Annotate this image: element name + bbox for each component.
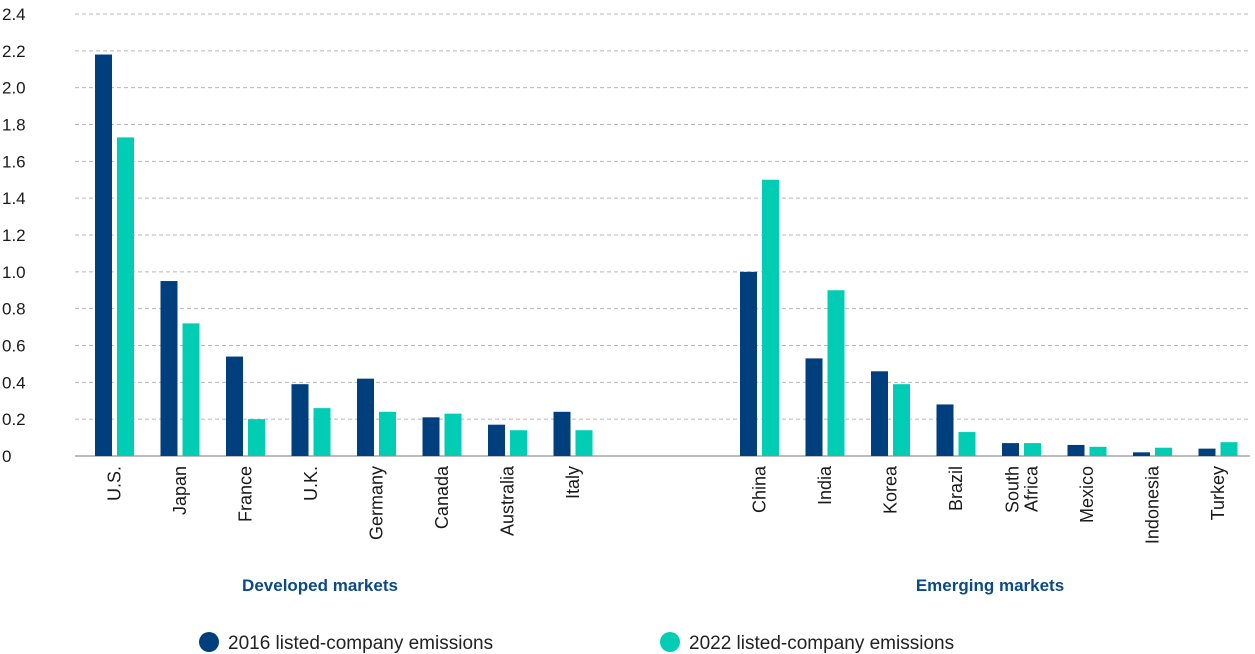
legend-swatch-2016 <box>199 632 219 652</box>
x-tick-label: China <box>750 465 770 513</box>
legend-swatch-2022 <box>660 632 680 652</box>
bar-australia-2016 <box>488 424 505 456</box>
bar-france-2016 <box>226 356 243 456</box>
bar-canada-2016 <box>422 417 440 456</box>
x-tick-label: Mexico <box>1077 466 1097 523</box>
bar-france-2022 <box>248 419 265 456</box>
legend: 2016 listed-company emissions 2022 liste… <box>199 632 954 654</box>
x-axis-ticks: U.S. Japan France U.K. Germany Canada Australi… <box>105 465 1229 544</box>
bar-germany-2022 <box>379 411 396 456</box>
y-tick-label: 1.4 <box>2 189 26 208</box>
bar-brazil-2016 <box>936 404 954 456</box>
bar-brazil-2022 <box>958 432 976 456</box>
bar-china-2016 <box>740 271 757 456</box>
x-tick-label: U.K. <box>301 466 321 501</box>
bar-india-2016 <box>805 358 823 456</box>
x-tick-label: France <box>236 466 256 522</box>
bar-japan-2016 <box>160 281 178 456</box>
bar-korea-2016 <box>871 371 888 456</box>
x-tick-label: Japan <box>170 466 190 515</box>
x-tick-label: Germany <box>367 466 387 540</box>
x-tick-label: U.S. <box>105 466 125 501</box>
bar-u-k--2022 <box>313 408 331 456</box>
x-tick-label: Indonesia <box>1143 465 1163 544</box>
y-axis-ticks: 0 0.2 0.4 0.6 0.8 1.0 1.2 1.4 1.6 1.8 2.0 2.2 2.4 <box>2 5 26 466</box>
bar-india-2022 <box>827 290 845 456</box>
y-tick-label: 0.2 <box>2 410 26 429</box>
x-tick-label: SouthAfrica <box>1003 465 1042 513</box>
x-tick-label: Turkey <box>1208 466 1228 520</box>
bar-canada-2022 <box>444 413 462 456</box>
bar-turkey-2016 <box>1198 448 1216 456</box>
bar-indonesia-2022 <box>1155 447 1172 456</box>
x-tick-label: Brazil <box>946 466 966 511</box>
bar-italy-2016 <box>553 411 571 456</box>
y-tick-label: 0 <box>2 447 11 466</box>
bar-australia-2022 <box>510 430 527 456</box>
y-tick-label: 0.6 <box>2 337 26 356</box>
y-tick-label: 1.6 <box>2 152 26 171</box>
y-tick-label: 1.2 <box>2 226 26 245</box>
bar-u-k--2016 <box>291 384 309 456</box>
bar-south-africa-2016 <box>1002 443 1019 456</box>
gridlines <box>75 13 1250 420</box>
bar-u-s--2022 <box>117 137 134 456</box>
y-tick-label: 2.0 <box>2 79 26 98</box>
x-tick-label: Canada <box>432 465 452 529</box>
bar-turkey-2022 <box>1220 442 1238 456</box>
bar-china-2022 <box>762 179 779 456</box>
bar-mexico-2016 <box>1067 444 1085 456</box>
x-tick-label: India <box>815 465 835 505</box>
y-tick-label: 2.4 <box>2 5 26 24</box>
group-label-developed-markets: Developed markets <box>242 576 398 595</box>
y-tick-label: 0.4 <box>2 373 26 392</box>
legend-label-2022: 2022 listed-company emissions <box>689 633 954 654</box>
y-tick-label: 1.8 <box>2 116 26 135</box>
bar-korea-2022 <box>893 384 910 456</box>
bars <box>95 54 1238 457</box>
x-tick-label: Korea <box>881 465 901 514</box>
bar-mexico-2022 <box>1089 446 1107 456</box>
x-tick-label: Italy <box>563 466 583 499</box>
bar-south-africa-2022 <box>1024 443 1041 456</box>
bar-japan-2022 <box>182 323 200 456</box>
y-tick-label: 0.8 <box>2 300 26 319</box>
group-label-emerging-markets: Emerging markets <box>916 576 1064 595</box>
bar-germany-2016 <box>357 378 374 456</box>
y-tick-label: 2.2 <box>2 42 26 61</box>
legend-label-2016: 2016 listed-company emissions <box>228 633 493 654</box>
bar-italy-2022 <box>575 430 593 456</box>
y-tick-label: 1.0 <box>2 263 26 282</box>
x-tick-label: Australia <box>498 465 518 536</box>
bar-indonesia-2016 <box>1133 452 1150 456</box>
bar-u-s--2016 <box>95 54 112 457</box>
